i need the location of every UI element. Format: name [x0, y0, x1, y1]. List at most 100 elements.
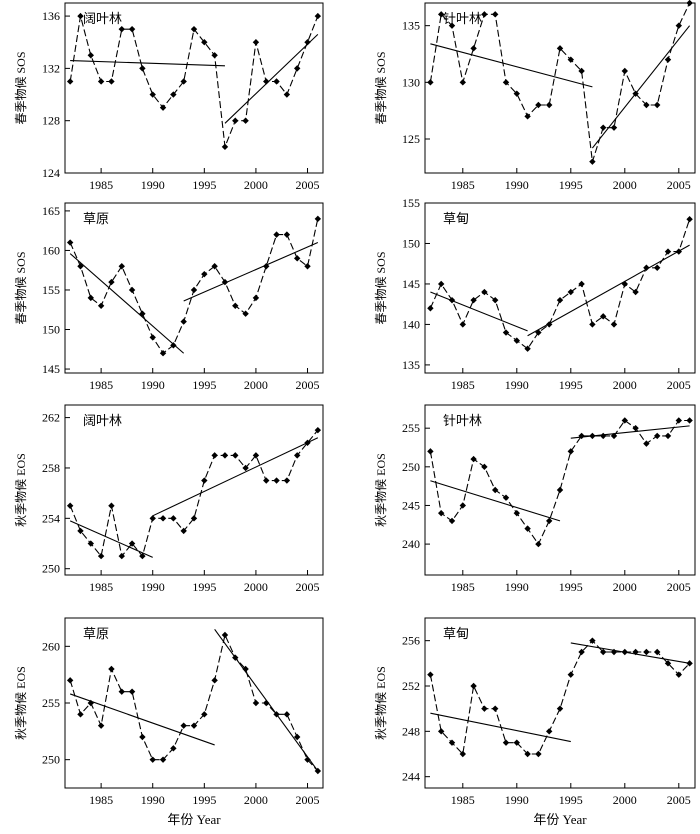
data-point — [502, 494, 510, 501]
x-tick-label: 1995 — [192, 378, 216, 392]
data-point — [273, 231, 280, 238]
data-point — [283, 711, 291, 718]
data-point — [654, 264, 661, 271]
data-point — [77, 527, 84, 535]
data-point — [470, 296, 477, 304]
data-point — [427, 79, 434, 86]
y-tick-label: 150 — [402, 236, 420, 250]
data-point — [66, 239, 74, 246]
y-tick-label: 128 — [42, 114, 60, 128]
data-point — [190, 515, 198, 522]
panel-title: 针叶林 — [443, 11, 482, 26]
plot-frame — [424, 202, 696, 374]
data-point — [621, 280, 628, 288]
data-point — [77, 711, 84, 718]
panel-title: 草原 — [83, 626, 109, 641]
y-tick-label: 145 — [42, 362, 60, 376]
x-tick-label: 2000 — [613, 580, 637, 594]
x-tick-label: 1985 — [89, 378, 113, 392]
data-point — [621, 648, 628, 656]
y-tick-label: 260 — [42, 639, 60, 653]
data-point — [190, 722, 198, 729]
x-tick-label: 1985 — [451, 378, 475, 392]
x-tick-label: 2000 — [613, 793, 637, 807]
data-point — [97, 302, 105, 309]
data-point — [643, 440, 650, 447]
y-tick-label: 155 — [42, 283, 60, 297]
data-point — [149, 515, 156, 522]
data-point — [556, 296, 564, 304]
data-point — [438, 509, 445, 517]
data-point — [427, 671, 434, 678]
data-point — [513, 509, 520, 517]
y-tick-label: 125 — [402, 132, 420, 146]
data-point — [556, 45, 564, 52]
data-point — [632, 424, 639, 432]
data-point — [502, 79, 510, 86]
data-point — [252, 452, 260, 459]
chart-panel-8: 1985 1990 1995 2000 2005 244 248 252 256 秋季物候 EOS… — [374, 617, 696, 827]
x-tick-label: 1990 — [505, 580, 529, 594]
data-point — [232, 654, 239, 661]
data-point — [686, 0, 693, 7]
panel-title: 草原 — [83, 211, 109, 226]
data-point — [263, 78, 270, 85]
panel-title: 针叶林 — [443, 413, 482, 428]
y-axis-label: 春季物候 SOS — [14, 51, 28, 124]
y-axis-label: 春季物候 SOS — [14, 251, 28, 324]
data-point — [459, 79, 466, 86]
data-point — [201, 39, 208, 46]
trend-line — [152, 437, 319, 517]
data-point — [492, 11, 499, 18]
x-tick-label: 2000 — [244, 378, 268, 392]
x-tick-label: 2005 — [296, 580, 320, 594]
y-axis-label: 春季物候 SOS — [374, 51, 388, 124]
data-point — [283, 477, 291, 484]
data-point — [664, 432, 672, 440]
y-tick-label: 250 — [42, 753, 60, 767]
y-tick-label: 155 — [402, 196, 420, 210]
data-point — [77, 12, 84, 20]
data-point — [589, 637, 596, 644]
data-point — [108, 78, 115, 85]
data-point — [675, 22, 682, 29]
data-point — [546, 517, 553, 525]
data-point — [170, 342, 177, 349]
x-tick-label: 1995 — [559, 580, 583, 594]
data-point — [232, 452, 239, 459]
data-point — [211, 677, 218, 684]
data-point — [159, 515, 167, 522]
plot-frame — [424, 2, 696, 174]
data-point — [621, 417, 628, 424]
data-point — [610, 124, 618, 131]
data-point — [643, 648, 650, 656]
data-point — [524, 113, 531, 120]
x-tick-label: 1985 — [89, 580, 113, 594]
data-point — [97, 552, 105, 560]
x-tick-label: 1990 — [505, 378, 529, 392]
y-tick-label: 258 — [42, 461, 60, 475]
data-point — [242, 464, 249, 472]
data-point — [252, 294, 260, 302]
y-tick-label: 240 — [402, 537, 420, 551]
x-tick-label: 1985 — [451, 178, 475, 192]
x-tick-label: 2000 — [613, 178, 637, 192]
series-line — [429, 639, 690, 756]
data-point — [159, 104, 167, 111]
data-point — [438, 280, 445, 288]
data-point — [459, 321, 466, 328]
series-line — [429, 419, 690, 546]
data-point — [600, 124, 607, 131]
data-point — [128, 286, 136, 294]
data-point — [535, 540, 542, 548]
data-point — [304, 756, 311, 763]
trend-line — [183, 242, 319, 302]
data-point — [578, 67, 585, 75]
data-point — [314, 215, 322, 223]
data-point — [170, 515, 177, 522]
x-tick-label: 1995 — [559, 793, 583, 807]
data-point — [304, 263, 311, 270]
y-tick-label: 252 — [402, 679, 420, 693]
data-point — [600, 648, 607, 656]
